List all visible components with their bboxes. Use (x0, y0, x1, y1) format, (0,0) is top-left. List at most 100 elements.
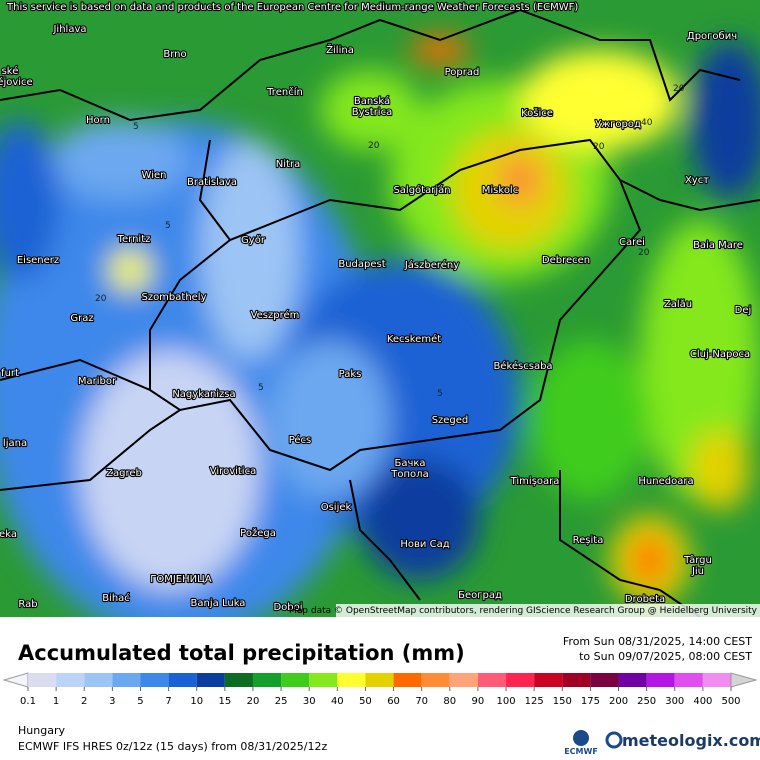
city-label: Нови Сад (400, 539, 449, 550)
city-label: Banja Luka (191, 598, 246, 609)
colorbar-box (337, 673, 366, 687)
model-info: ECMWF IFS HRES 0z/12z (15 days) from 08/… (18, 740, 328, 753)
colorbar-label: 90 (472, 696, 485, 707)
borders (0, 8, 760, 617)
colorbar-label: 15 (218, 696, 231, 707)
city-label: Bratislava (187, 177, 237, 188)
city-label: Békéscsaba (493, 360, 552, 372)
city-label: Maribor (78, 376, 117, 387)
city-label: Reșita (573, 535, 604, 546)
city-label: Osijek (321, 502, 352, 513)
city-label: Târgu (683, 554, 712, 566)
period-to: to Sun 09/07/2025, 08:00 CEST (579, 650, 752, 663)
city-label: Pécs (289, 434, 312, 446)
colorbar-label: 20 (247, 696, 260, 707)
colorbar-label: 40 (331, 696, 344, 707)
colorbar-label: 5 (137, 696, 143, 707)
city-label: Ternitz (117, 234, 151, 245)
contour-label: 40 (641, 118, 653, 128)
city-label: ljana (3, 438, 27, 449)
colorbar-label: 500 (721, 696, 740, 707)
colorbar-label: 150 (553, 696, 572, 707)
colorbar-box (646, 673, 675, 687)
colorbar-label: 1 (53, 696, 59, 707)
region: Hungary (18, 724, 65, 737)
city-label: Jászberény (404, 259, 459, 271)
map-labels: Jihlava Brno Žilina Poprad Дрогобич skéějovic… (0, 23, 752, 614)
city-label: Timișoara (510, 476, 560, 487)
city-label: Ужгород (595, 119, 641, 130)
city-label: Kecskemét (387, 333, 441, 345)
colorbar-label: 70 (415, 696, 428, 707)
colorbar-label: 30 (303, 696, 316, 707)
city-label: Szombathely (141, 292, 206, 303)
legend-title: Accumulated total precipitation (mm) (18, 641, 465, 665)
city-label: ské (2, 65, 19, 77)
colorbar-label: 25 (275, 696, 288, 707)
city-label: Žilina (326, 43, 354, 56)
colorbar-label: 50 (359, 696, 372, 707)
colorbar-box (112, 673, 141, 687)
contour-label: 20 (673, 84, 685, 94)
city-label: Jihlava (52, 24, 86, 35)
city-label: ГОМЈЕНИЦА (150, 574, 212, 585)
period-from: From Sun 08/31/2025, 14:00 CEST (563, 635, 752, 648)
colorbar-box (252, 673, 282, 687)
contour-label: 20 (95, 294, 107, 304)
colorbar-box (702, 673, 731, 687)
city-label: Miskolc (482, 185, 518, 196)
city-label: Nagykanizsa (172, 389, 235, 400)
colorbar-box (168, 673, 197, 687)
contour-label: 5 (437, 389, 443, 399)
city-label: Paks (339, 369, 362, 380)
city-label: Nitra (276, 159, 300, 170)
colorbar-box (84, 673, 113, 687)
colorbar-box (618, 673, 647, 687)
city-label: Хуст (685, 175, 709, 186)
city-label: Banská (354, 95, 390, 107)
contour-label: 5 (165, 221, 171, 231)
city-label: Bihać (102, 592, 130, 604)
colorbar-arrow (730, 672, 758, 688)
colorbar-box (365, 673, 394, 687)
contour-label: 20 (368, 141, 380, 151)
city-label: Poprad (445, 67, 480, 78)
colorbar-label: 175 (581, 696, 600, 707)
city-label: Jiu (691, 566, 704, 577)
city-label: Debrecen (542, 255, 590, 266)
city-label: Graz (70, 313, 93, 324)
city-label: Veszprém (251, 309, 300, 321)
colorbar-box (506, 673, 535, 687)
colorbar-box (56, 673, 85, 687)
colorbar-box (674, 673, 703, 687)
city-label: Wien (142, 170, 167, 181)
city-label: Hunedoara (638, 476, 693, 487)
colorbar-label: 10 (190, 696, 203, 707)
city-label: Győr (241, 234, 266, 246)
colorbar-box (196, 673, 225, 687)
colorbar-label: 300 (665, 696, 684, 707)
colorbar-box (140, 673, 169, 687)
attribution: This service is based on data and produc… (6, 2, 578, 13)
ecmwf-logo: ECMWF (564, 747, 598, 756)
colorbar-box (421, 673, 450, 687)
city-label: Požega (240, 527, 276, 539)
contour-label: 20 (638, 248, 650, 258)
city-label: Cluj-Napoca (690, 349, 750, 360)
city-label: Бачка (394, 458, 425, 469)
colorbar-box (309, 673, 338, 687)
colorbar-label: 400 (693, 696, 712, 707)
colorbar-label: 250 (637, 696, 656, 707)
city-label: eka (0, 529, 17, 540)
colorbar-label: 60 (387, 696, 400, 707)
contour-label: 5 (133, 122, 139, 132)
colorbar-box (281, 673, 310, 687)
city-label: Zagreb (106, 468, 142, 479)
city-label: Baia Mare (693, 240, 743, 251)
colorbar-box (449, 673, 478, 687)
colorbar-box (224, 673, 253, 687)
city-label: Salgótarján (393, 184, 450, 196)
meteologix-logo: meteologix.com (622, 731, 760, 750)
colorbar-box (477, 673, 507, 687)
city-label: Brno (163, 49, 186, 60)
